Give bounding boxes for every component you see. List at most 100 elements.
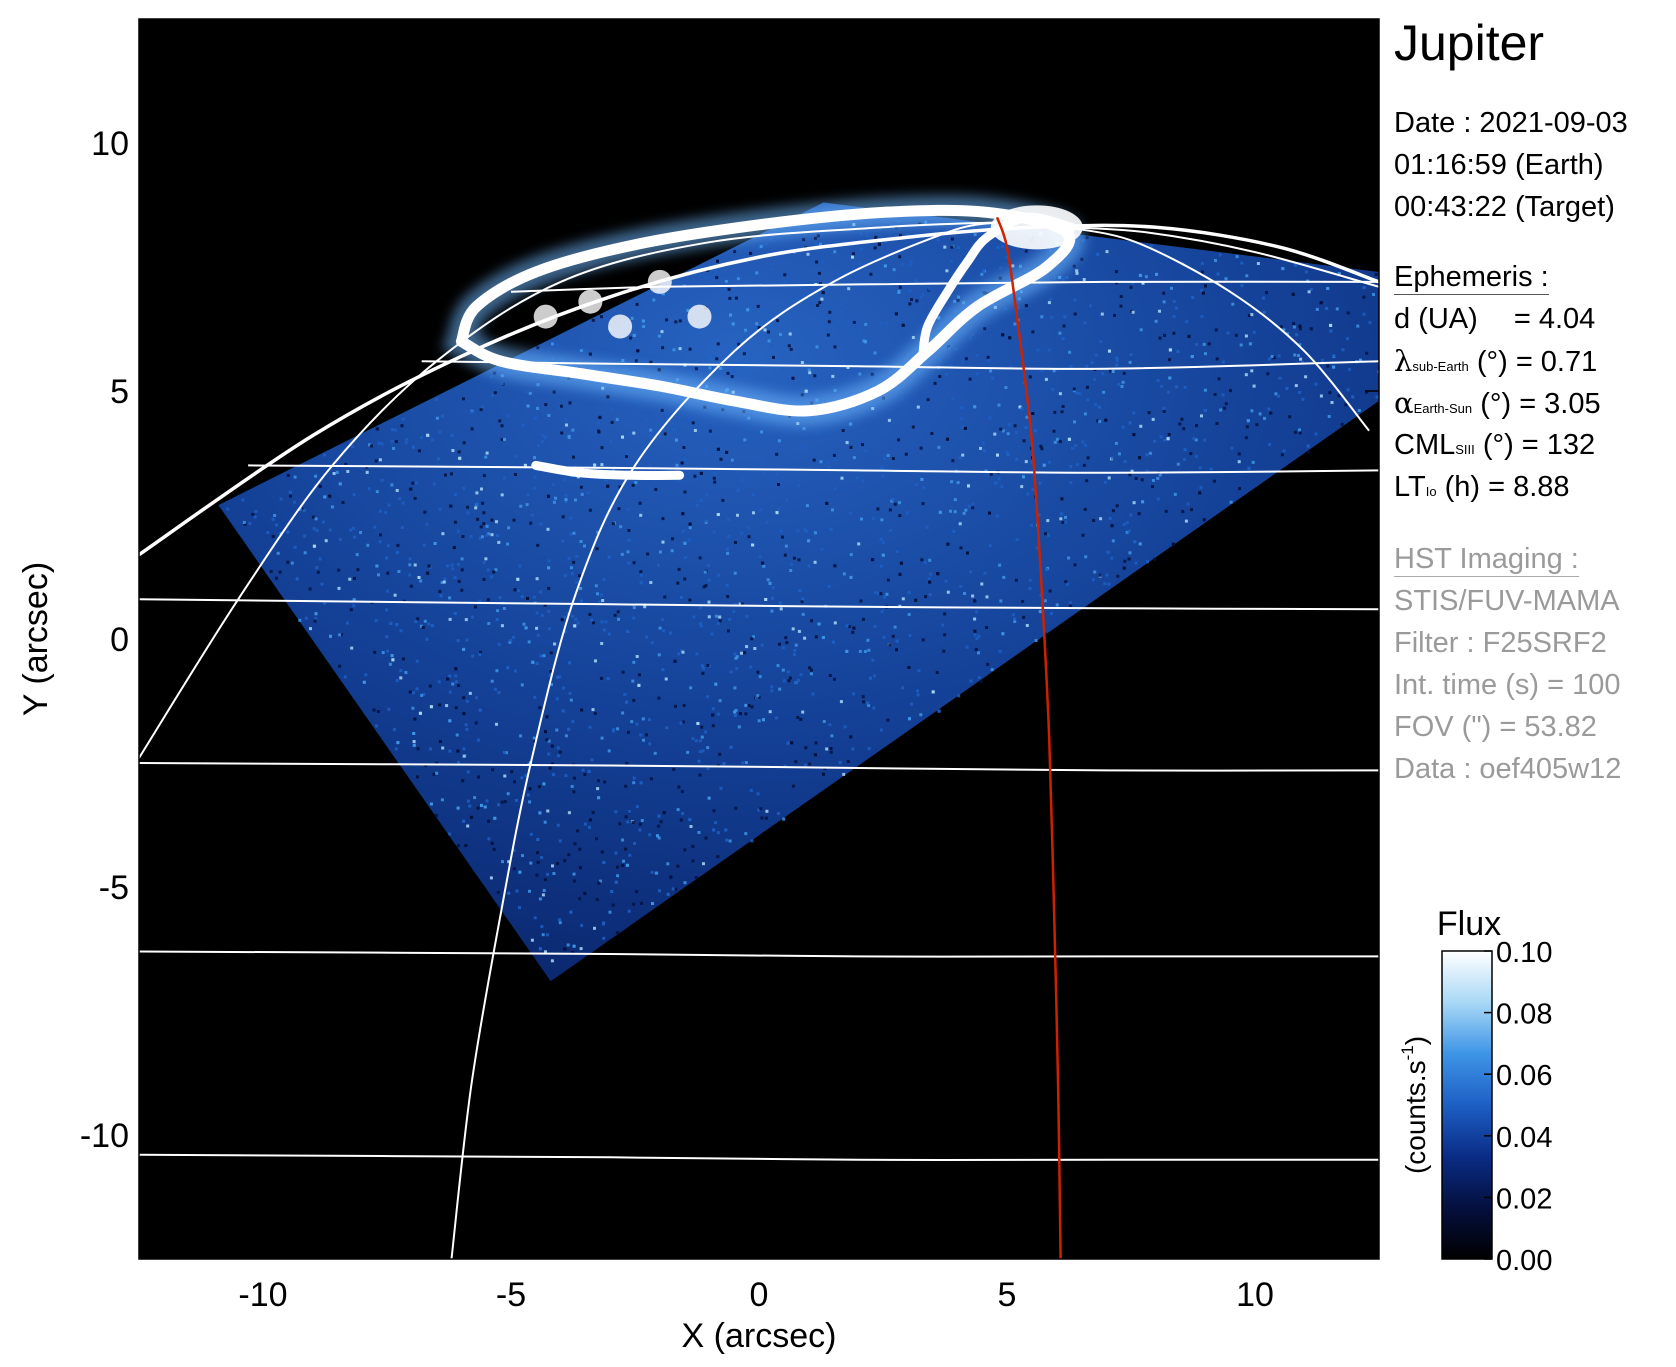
noise-speck [495, 722, 498, 726]
noise-speck [276, 551, 280, 555]
noise-speck [846, 366, 850, 369]
noise-speck [1072, 264, 1076, 268]
noise-speck [449, 504, 453, 508]
noise-speck [375, 427, 379, 431]
noise-speck [1134, 477, 1138, 480]
noise-speck [580, 599, 583, 603]
noise-speck [600, 463, 604, 467]
noise-speck [520, 595, 524, 599]
noise-speck [600, 642, 604, 645]
noise-speck [1209, 467, 1213, 471]
noise-speck [1163, 333, 1166, 337]
noise-speck [1111, 370, 1115, 373]
noise-speck [1298, 428, 1301, 432]
noise-speck [1110, 524, 1114, 528]
noise-speck [727, 518, 730, 521]
noise-speck [534, 416, 538, 420]
noise-speck [639, 513, 643, 517]
noise-speck [1237, 452, 1241, 456]
noise-speck [1203, 408, 1207, 412]
secondary-arc [531, 460, 685, 480]
noise-speck [487, 532, 491, 536]
noise-speck [468, 804, 472, 808]
noise-speck [1329, 329, 1333, 333]
noise-speck [1172, 331, 1176, 335]
noise-speck [1084, 555, 1088, 559]
noise-speck [400, 424, 404, 428]
ephemeris-distance: d (UA) = 4.04 [1394, 298, 1601, 340]
noise-speck [1298, 391, 1302, 394]
noise-speck [434, 813, 438, 817]
noise-speck [598, 415, 602, 419]
noise-speck [275, 523, 278, 527]
noise-speck [1184, 519, 1188, 523]
noise-speck [541, 440, 544, 444]
noise-speck [826, 333, 830, 337]
noise-speck [614, 851, 618, 855]
noise-speck [1340, 422, 1344, 426]
noise-speck [1083, 412, 1087, 416]
noise-speck [356, 568, 360, 572]
noise-speck [489, 375, 493, 379]
noise-speck [514, 454, 518, 458]
noise-speck [386, 544, 390, 548]
noise-speck [533, 475, 537, 479]
noise-speck [547, 609, 551, 613]
noise-speck [800, 393, 804, 397]
noise-speck [716, 621, 720, 625]
noise-speck [450, 563, 454, 567]
noise-speck [845, 624, 849, 628]
noise-speck [751, 543, 755, 547]
noise-speck [476, 806, 480, 810]
noise-speck [787, 344, 791, 348]
noise-speck [784, 636, 788, 640]
noise-speck [797, 629, 801, 633]
noise-speck [1030, 523, 1034, 527]
noise-speck [796, 484, 800, 488]
noise-speck [1008, 336, 1012, 340]
noise-speck [817, 622, 821, 626]
polar-spot [687, 304, 712, 329]
noise-speck [775, 472, 779, 476]
noise-speck [637, 683, 641, 687]
noise-speck [624, 815, 628, 819]
noise-speck [1031, 412, 1035, 415]
noise-speck [1044, 532, 1047, 536]
noise-speck [1094, 353, 1098, 357]
noise-speck [1030, 460, 1034, 464]
noise-speck [1047, 348, 1051, 352]
noise-speck [1116, 574, 1120, 578]
noise-speck [681, 720, 685, 724]
noise-speck [1020, 407, 1024, 411]
noise-speck [1022, 615, 1026, 619]
noise-speck [318, 484, 322, 488]
phase-subscript: Earth-Sun [1413, 401, 1473, 416]
noise-speck [747, 535, 751, 539]
noise-speck [384, 511, 388, 515]
noise-speck [620, 552, 624, 556]
noise-speck [972, 226, 976, 230]
noise-speck [676, 479, 680, 482]
noise-speck [578, 866, 582, 870]
noise-speck [1195, 343, 1199, 347]
noise-speck [510, 770, 514, 774]
noise-speck [412, 732, 416, 735]
noise-speck [1015, 457, 1019, 461]
noise-speck [558, 918, 562, 922]
noise-speck [560, 618, 564, 622]
noise-speck [1110, 456, 1114, 460]
noise-speck [1086, 398, 1090, 402]
noise-speck [543, 436, 547, 440]
noise-speck [712, 476, 716, 480]
noise-speck [749, 665, 753, 669]
noise-speck [478, 599, 482, 603]
noise-speck [328, 528, 332, 532]
noise-speck [884, 356, 888, 360]
noise-speck [1016, 306, 1020, 310]
noise-speck [1121, 380, 1125, 384]
noise-speck [639, 781, 643, 785]
noise-speck [571, 720, 575, 724]
noise-speck [852, 320, 856, 324]
noise-speck [928, 593, 932, 596]
noise-speck [1123, 460, 1127, 464]
